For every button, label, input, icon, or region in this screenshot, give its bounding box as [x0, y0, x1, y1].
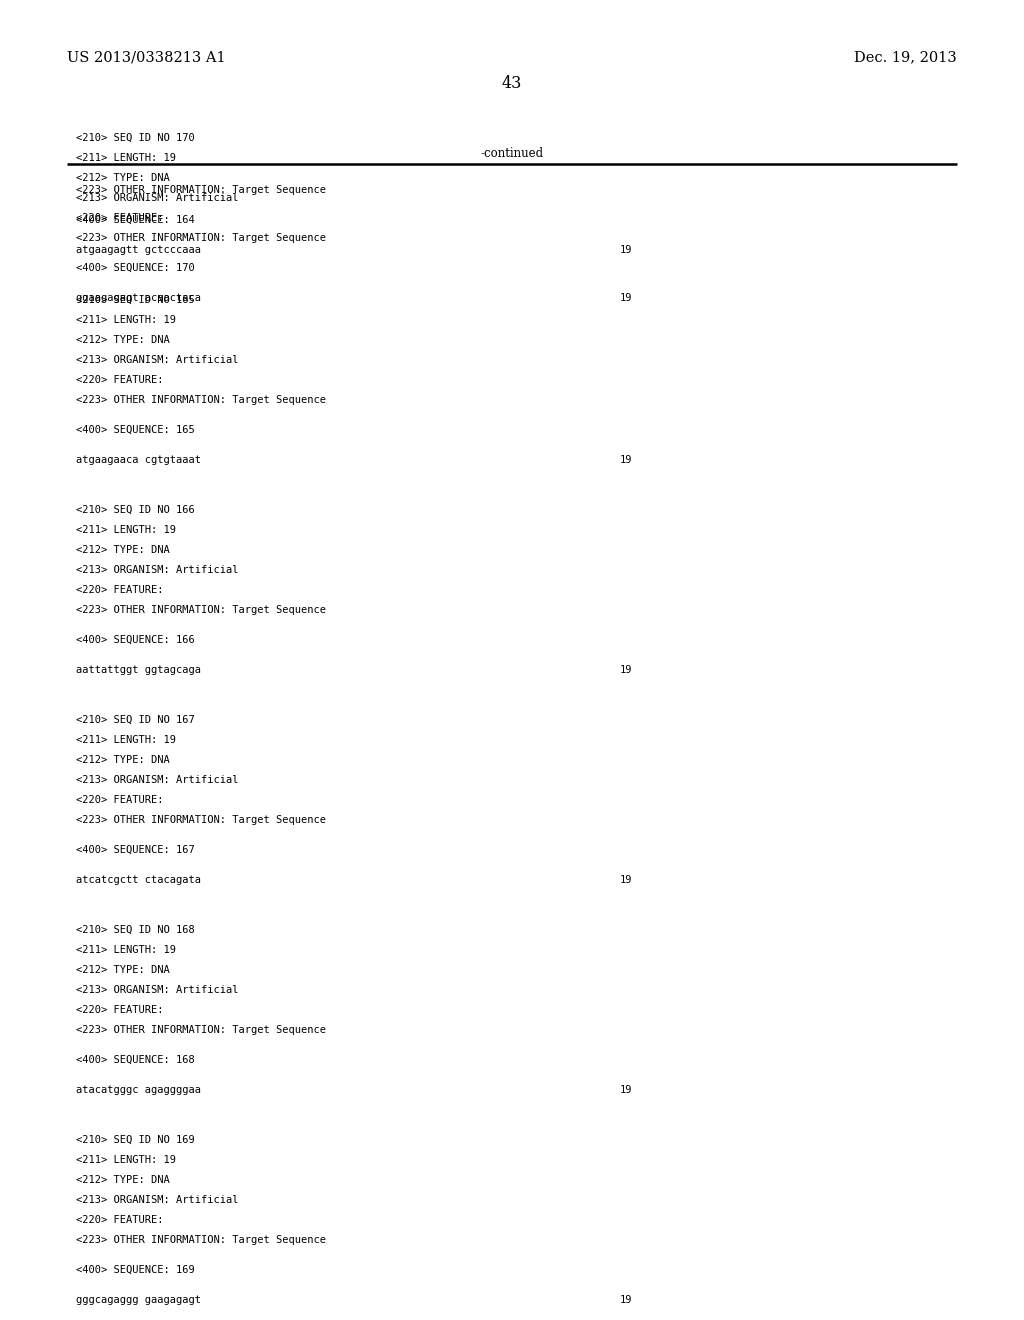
Text: gggcagaggg gaagagagt: gggcagaggg gaagagagt — [76, 1295, 201, 1305]
Text: <220> FEATURE:: <220> FEATURE: — [76, 213, 164, 223]
Text: <220> FEATURE:: <220> FEATURE: — [76, 1214, 164, 1225]
Text: <210> SEQ ID NO 165: <210> SEQ ID NO 165 — [76, 296, 195, 305]
Text: <210> SEQ ID NO 167: <210> SEQ ID NO 167 — [76, 715, 195, 725]
Text: <213> ORGANISM: Artificial: <213> ORGANISM: Artificial — [76, 355, 239, 364]
Text: <223> OTHER INFORMATION: Target Sequence: <223> OTHER INFORMATION: Target Sequence — [76, 1024, 326, 1035]
Text: <211> LENGTH: 19: <211> LENGTH: 19 — [76, 1155, 176, 1166]
Text: <220> FEATURE:: <220> FEATURE: — [76, 585, 164, 595]
Text: atgaagagtt gctcccaaa: atgaagagtt gctcccaaa — [76, 246, 201, 255]
Text: 19: 19 — [621, 1295, 633, 1305]
Text: atcatcgctt ctacagata: atcatcgctt ctacagata — [76, 875, 201, 884]
Text: ggaagagagt acaactaca: ggaagagagt acaactaca — [76, 293, 201, 302]
Text: <210> SEQ ID NO 168: <210> SEQ ID NO 168 — [76, 925, 195, 935]
Text: <212> TYPE: DNA: <212> TYPE: DNA — [76, 545, 170, 554]
Text: <400> SEQUENCE: 169: <400> SEQUENCE: 169 — [76, 1265, 195, 1275]
Text: <211> LENGTH: 19: <211> LENGTH: 19 — [76, 945, 176, 954]
Text: <223> OTHER INFORMATION: Target Sequence: <223> OTHER INFORMATION: Target Sequence — [76, 395, 326, 405]
Text: <220> FEATURE:: <220> FEATURE: — [76, 1005, 164, 1015]
Text: <400> SEQUENCE: 166: <400> SEQUENCE: 166 — [76, 635, 195, 645]
Text: <400> SEQUENCE: 168: <400> SEQUENCE: 168 — [76, 1055, 195, 1065]
Text: <210> SEQ ID NO 166: <210> SEQ ID NO 166 — [76, 506, 195, 515]
Text: <223> OTHER INFORMATION: Target Sequence: <223> OTHER INFORMATION: Target Sequence — [76, 1236, 326, 1245]
Text: atgaagaaca cgtgtaaat: atgaagaaca cgtgtaaat — [76, 455, 201, 465]
Text: <211> LENGTH: 19: <211> LENGTH: 19 — [76, 315, 176, 325]
Text: <213> ORGANISM: Artificial: <213> ORGANISM: Artificial — [76, 985, 239, 995]
Text: -continued: -continued — [480, 147, 544, 160]
Text: <212> TYPE: DNA: <212> TYPE: DNA — [76, 335, 170, 345]
Text: US 2013/0338213 A1: US 2013/0338213 A1 — [67, 50, 225, 65]
Text: <223> OTHER INFORMATION: Target Sequence: <223> OTHER INFORMATION: Target Sequence — [76, 605, 326, 615]
Text: <211> LENGTH: 19: <211> LENGTH: 19 — [76, 735, 176, 744]
Text: <213> ORGANISM: Artificial: <213> ORGANISM: Artificial — [76, 1195, 239, 1205]
Text: <213> ORGANISM: Artificial: <213> ORGANISM: Artificial — [76, 565, 239, 576]
Text: <212> TYPE: DNA: <212> TYPE: DNA — [76, 1175, 170, 1185]
Text: <211> LENGTH: 19: <211> LENGTH: 19 — [76, 525, 176, 535]
Text: <220> FEATURE:: <220> FEATURE: — [76, 375, 164, 385]
Text: 19: 19 — [621, 455, 633, 465]
Text: 19: 19 — [621, 875, 633, 884]
Text: <223> OTHER INFORMATION: Target Sequence: <223> OTHER INFORMATION: Target Sequence — [76, 232, 326, 243]
Text: <223> OTHER INFORMATION: Target Sequence: <223> OTHER INFORMATION: Target Sequence — [76, 814, 326, 825]
Text: <223> OTHER INFORMATION: Target Sequence: <223> OTHER INFORMATION: Target Sequence — [76, 185, 326, 195]
Text: <212> TYPE: DNA: <212> TYPE: DNA — [76, 173, 170, 182]
Text: Dec. 19, 2013: Dec. 19, 2013 — [854, 50, 957, 65]
Text: <211> LENGTH: 19: <211> LENGTH: 19 — [76, 153, 176, 162]
Text: <210> SEQ ID NO 169: <210> SEQ ID NO 169 — [76, 1135, 195, 1144]
Text: 43: 43 — [502, 75, 522, 92]
Text: <212> TYPE: DNA: <212> TYPE: DNA — [76, 755, 170, 766]
Text: 19: 19 — [621, 246, 633, 255]
Text: aattattggt ggtagcaga: aattattggt ggtagcaga — [76, 665, 201, 675]
Text: <400> SEQUENCE: 167: <400> SEQUENCE: 167 — [76, 845, 195, 855]
Text: <213> ORGANISM: Artificial: <213> ORGANISM: Artificial — [76, 775, 239, 785]
Text: <212> TYPE: DNA: <212> TYPE: DNA — [76, 965, 170, 975]
Text: 19: 19 — [621, 293, 633, 302]
Text: 19: 19 — [621, 665, 633, 675]
Text: <213> ORGANISM: Artificial: <213> ORGANISM: Artificial — [76, 193, 239, 203]
Text: <220> FEATURE:: <220> FEATURE: — [76, 795, 164, 805]
Text: <400> SEQUENCE: 164: <400> SEQUENCE: 164 — [76, 215, 195, 224]
Text: 19: 19 — [621, 1085, 633, 1096]
Text: <400> SEQUENCE: 170: <400> SEQUENCE: 170 — [76, 263, 195, 273]
Text: <400> SEQUENCE: 165: <400> SEQUENCE: 165 — [76, 425, 195, 436]
Text: atacatgggc agaggggaa: atacatgggc agaggggaa — [76, 1085, 201, 1096]
Text: <210> SEQ ID NO 170: <210> SEQ ID NO 170 — [76, 132, 195, 143]
